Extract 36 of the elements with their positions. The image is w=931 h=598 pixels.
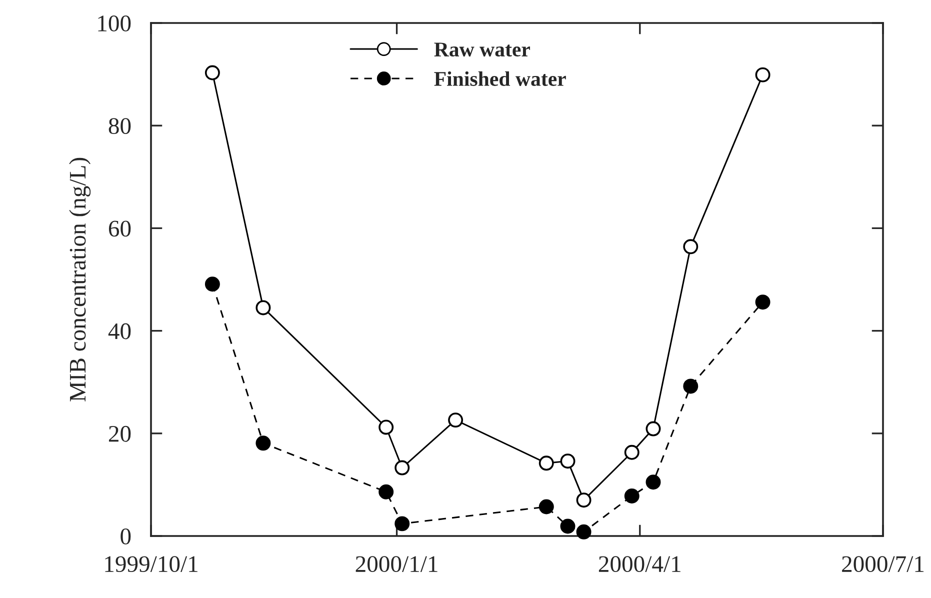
y-axis-title: MIB concentration (ng/L) [69, 158, 91, 402]
point [204, 65, 220, 80]
point [755, 67, 770, 82]
point [560, 518, 576, 534]
y-tick-label: 0 [120, 528, 131, 544]
y-tick-label: 20 [108, 426, 131, 442]
y-tick-label: 100 [98, 15, 131, 32]
point [378, 484, 394, 500]
point [204, 276, 220, 292]
point [646, 474, 661, 490]
point [256, 300, 271, 316]
x-tick-label: 2000/4/1 [598, 556, 680, 572]
point [256, 436, 271, 451]
point [576, 492, 592, 508]
x-tick-label: 1999/10/1 [105, 556, 198, 572]
point [538, 499, 554, 514]
point [624, 444, 640, 460]
point [683, 239, 698, 254]
point [624, 488, 640, 504]
y-tick-label: 40 [108, 323, 131, 340]
point [576, 524, 592, 540]
legend-label: Raw water [434, 42, 530, 57]
x-tick-label: 2000/7/1 [842, 556, 924, 572]
point [683, 378, 698, 394]
point [560, 454, 576, 469]
y-tick-label: 60 [108, 220, 131, 237]
legend-label: Finished water [434, 71, 566, 86]
y-tick-label: 80 [108, 118, 131, 134]
point [755, 294, 770, 310]
x-tick-label: 2000/1/1 [356, 556, 438, 572]
point [538, 456, 554, 471]
point [646, 421, 661, 436]
point [448, 412, 464, 428]
point [394, 516, 410, 532]
point [394, 460, 410, 476]
point [378, 420, 394, 435]
